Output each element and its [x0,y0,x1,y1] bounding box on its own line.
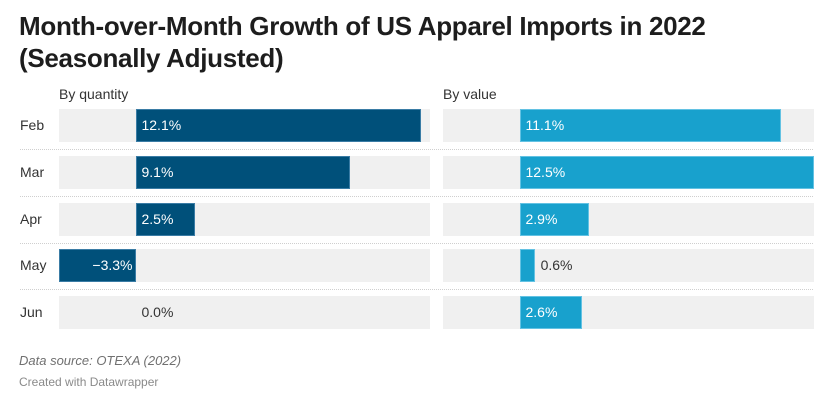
bar-track-value [443,249,814,282]
bar-quantity-may [59,249,137,282]
bar-quantity-feb [136,109,421,142]
bar-value-jun [520,296,582,329]
panel-label-quantity: By quantity [59,86,129,102]
bar-quantity-apr [136,203,196,236]
value-label-quantity-may: −3.3% [92,257,133,273]
row-label-may: May [20,257,47,273]
bar-value-may [520,249,535,282]
row-label-mar: Mar [20,164,45,180]
row-separator [20,243,813,244]
value-label-value-feb: 11.1% [525,117,565,133]
row-label-feb: Feb [20,117,45,133]
bar-track-quantity [59,203,430,236]
bar-track-value [443,296,814,329]
value-label-quantity-apr: 2.5% [141,211,174,227]
datawrapper-credit: Created with Datawrapper [19,375,159,389]
row-separator [20,196,813,197]
value-label-quantity-mar: 9.1% [141,164,174,180]
value-label-value-mar: 12.5% [525,164,566,180]
row-label-jun: Jun [20,304,43,320]
bar-quantity-mar [136,156,351,189]
bar-track-value [443,203,814,236]
value-label-value-may: 0.6% [540,257,573,273]
chart-title-line-1: Month-over-Month Growth of US Apparel Im… [19,11,706,41]
panel-label-value: By value [443,86,497,102]
row-separator [20,149,813,150]
bar-value-feb [520,109,782,142]
bar-track-quantity [59,296,430,329]
chart-title: Month-over-Month Growth of US Apparel Im… [19,10,819,74]
bar-value-apr [520,203,589,236]
row-label-apr: Apr [20,211,42,227]
bar-value-mar [520,156,814,189]
chart-title-line-2: (Seasonally Adjusted) [19,43,284,73]
value-label-quantity-jun: 0.0% [141,304,174,320]
data-source-note: Data source: OTEXA (2022) [19,353,182,368]
row-separator [20,289,813,290]
value-label-value-jun: 2.6% [525,304,558,320]
value-label-value-apr: 2.9% [525,211,558,227]
value-label-quantity-feb: 12.1% [141,117,182,133]
